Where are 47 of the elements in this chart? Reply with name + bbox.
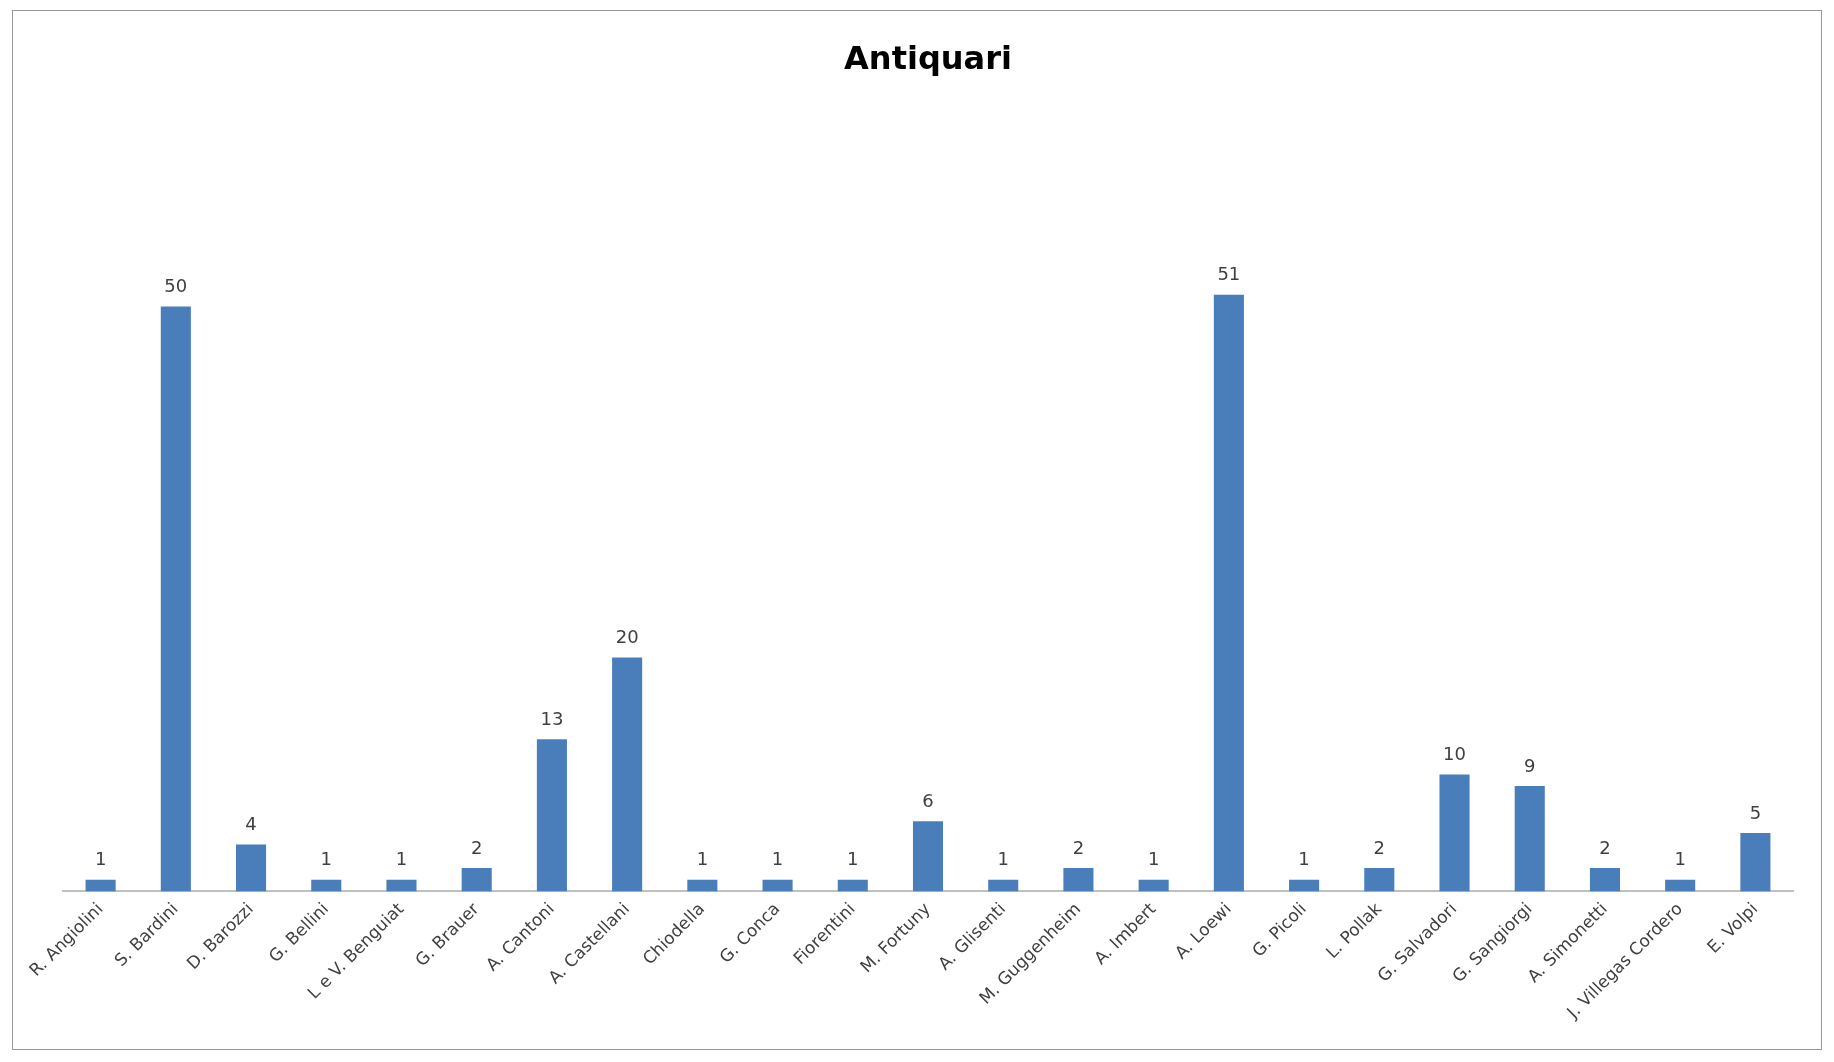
data-label: 1 bbox=[997, 848, 1009, 870]
bar bbox=[1439, 774, 1470, 892]
data-label: 1 bbox=[771, 848, 784, 870]
data-label: 2 bbox=[1373, 836, 1386, 858]
data-label: 6 bbox=[922, 789, 934, 811]
bar bbox=[386, 879, 417, 892]
data-label: 51 bbox=[1217, 263, 1241, 285]
data-label: 20 bbox=[615, 626, 639, 648]
bar bbox=[1514, 786, 1545, 892]
chart-title: Antiquari bbox=[844, 38, 1012, 77]
data-label: 2 bbox=[470, 836, 483, 858]
data-label: 1 bbox=[1298, 848, 1310, 870]
data-label: 2 bbox=[1072, 836, 1085, 858]
bar bbox=[1740, 832, 1771, 892]
bar bbox=[1138, 879, 1169, 892]
data-label: 13 bbox=[540, 707, 564, 729]
bar bbox=[536, 739, 567, 892]
data-label: 9 bbox=[1524, 754, 1536, 776]
data-label: 1 bbox=[1147, 848, 1160, 870]
data-label: 5 bbox=[1749, 801, 1762, 823]
data-label: 1 bbox=[395, 848, 408, 870]
bar bbox=[461, 868, 492, 892]
bar bbox=[1364, 868, 1395, 892]
data-label: 2 bbox=[1599, 836, 1611, 858]
data-label: 1 bbox=[1674, 848, 1686, 870]
bar bbox=[612, 657, 643, 892]
bar bbox=[1289, 879, 1320, 892]
bar bbox=[1063, 868, 1094, 892]
bar bbox=[1213, 294, 1244, 892]
data-label: 1 bbox=[847, 848, 859, 870]
bar bbox=[85, 879, 116, 892]
bar bbox=[687, 879, 718, 892]
bar bbox=[837, 879, 868, 892]
bar bbox=[1665, 879, 1696, 892]
data-label: 1 bbox=[696, 848, 709, 870]
bar bbox=[988, 879, 1019, 892]
bar bbox=[311, 879, 342, 892]
data-label: 1 bbox=[94, 848, 107, 870]
data-label: 10 bbox=[1443, 743, 1466, 765]
bar bbox=[236, 844, 267, 892]
data-label: 50 bbox=[164, 275, 188, 297]
bar bbox=[160, 306, 191, 892]
bar bbox=[1589, 868, 1620, 892]
data-label: 1 bbox=[320, 848, 332, 870]
data-label: 4 bbox=[245, 813, 257, 835]
bar bbox=[912, 821, 944, 892]
bar bbox=[762, 879, 793, 892]
